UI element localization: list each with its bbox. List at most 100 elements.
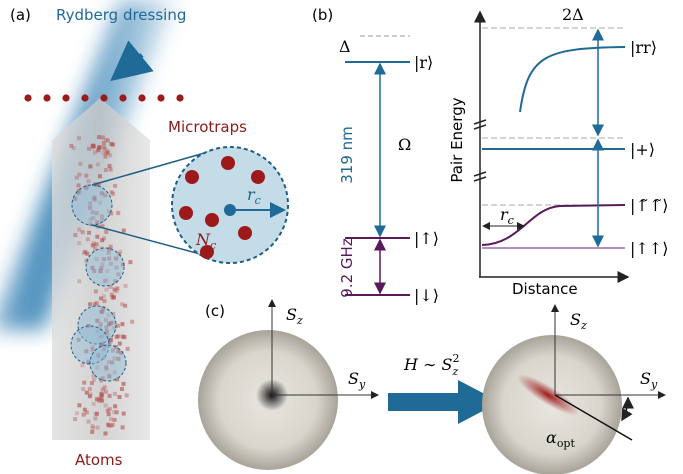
atom	[80, 230, 85, 235]
atom	[90, 344, 95, 349]
sz-right: Sz	[570, 310, 587, 332]
atom	[92, 268, 97, 273]
atom	[99, 296, 104, 301]
atom	[107, 256, 112, 261]
atom	[102, 279, 107, 284]
atom	[123, 283, 128, 288]
state-right	[517, 374, 579, 416]
atom	[101, 144, 106, 149]
atom	[84, 173, 89, 178]
atom	[108, 167, 113, 172]
atom	[98, 396, 103, 401]
atom	[111, 191, 116, 196]
atom	[99, 392, 104, 397]
atom	[91, 373, 96, 378]
atom	[87, 394, 92, 399]
atom	[86, 146, 91, 151]
atom	[112, 288, 117, 293]
sy-left: Sy	[348, 369, 366, 391]
atom	[100, 262, 105, 267]
atom	[96, 148, 101, 153]
atom	[108, 423, 113, 428]
atom	[82, 407, 87, 412]
atom	[94, 397, 99, 402]
atom	[112, 417, 117, 422]
atom	[106, 422, 111, 427]
panel-b: (b) Δ |r⟩ Ω 319 nm |↑⟩ |↓⟩ 9.2 GHz 2Δ |r…	[312, 5, 668, 305]
atom	[77, 279, 82, 284]
atom	[92, 197, 97, 202]
atom	[123, 303, 128, 308]
atom	[77, 227, 82, 232]
atom	[105, 408, 110, 413]
rc-label: rc	[500, 205, 514, 227]
trap	[176, 94, 184, 102]
trap	[81, 94, 89, 102]
atom	[80, 363, 85, 368]
atom	[97, 174, 102, 179]
atom	[112, 370, 117, 375]
atom	[91, 216, 96, 221]
panel-c: (c) Sz Sy H ∼ S2 z Sz Sy αopt	[198, 299, 666, 474]
atom	[95, 397, 100, 402]
atom	[95, 318, 100, 323]
laser-label: 319 nm	[338, 126, 356, 184]
microtraps	[24, 94, 184, 102]
atom	[99, 378, 104, 383]
atom	[99, 342, 104, 347]
atom	[116, 349, 121, 354]
atom	[90, 429, 95, 434]
atom	[115, 286, 120, 291]
atom	[117, 395, 122, 400]
ket-up: |↑⟩	[414, 229, 439, 248]
atom	[121, 228, 126, 233]
atom	[95, 318, 100, 323]
x-axis-label: Distance	[512, 280, 578, 298]
atom	[87, 230, 92, 235]
atom	[77, 188, 82, 193]
traps-label: Microtraps	[168, 118, 247, 136]
atom	[99, 266, 104, 271]
atom	[111, 295, 116, 300]
atom	[92, 302, 97, 307]
atom	[76, 183, 81, 188]
atom	[113, 183, 118, 188]
atom	[103, 154, 108, 159]
atom	[130, 319, 135, 324]
atom	[91, 144, 96, 149]
atom	[98, 269, 103, 274]
y-axis-label: Pair Energy	[448, 97, 466, 182]
atom	[98, 269, 103, 274]
atom	[104, 278, 109, 283]
atom	[113, 404, 118, 409]
atom	[110, 360, 115, 365]
atom	[92, 150, 97, 155]
atom	[105, 333, 110, 338]
atom	[105, 150, 110, 155]
atom	[95, 220, 100, 225]
atom	[109, 142, 114, 147]
atom	[94, 182, 99, 187]
atom	[116, 356, 121, 361]
atom	[116, 272, 121, 277]
atom	[108, 337, 113, 342]
atom	[98, 321, 103, 326]
atom	[102, 345, 107, 350]
atom	[102, 299, 107, 304]
atom	[106, 322, 111, 327]
zoom-line	[91, 149, 216, 186]
trap	[119, 94, 127, 102]
atom	[90, 347, 95, 352]
sy-right: Sy	[640, 369, 658, 391]
atom	[115, 323, 120, 328]
atom	[93, 412, 98, 417]
atom	[86, 419, 91, 424]
atom	[108, 340, 113, 345]
ket-upup: |↑↑⟩	[630, 239, 668, 258]
atom	[107, 374, 112, 379]
atom	[106, 412, 111, 417]
atom	[116, 210, 121, 215]
atoms-label: Atoms	[75, 451, 123, 469]
atom	[121, 381, 126, 386]
atom	[113, 279, 118, 284]
